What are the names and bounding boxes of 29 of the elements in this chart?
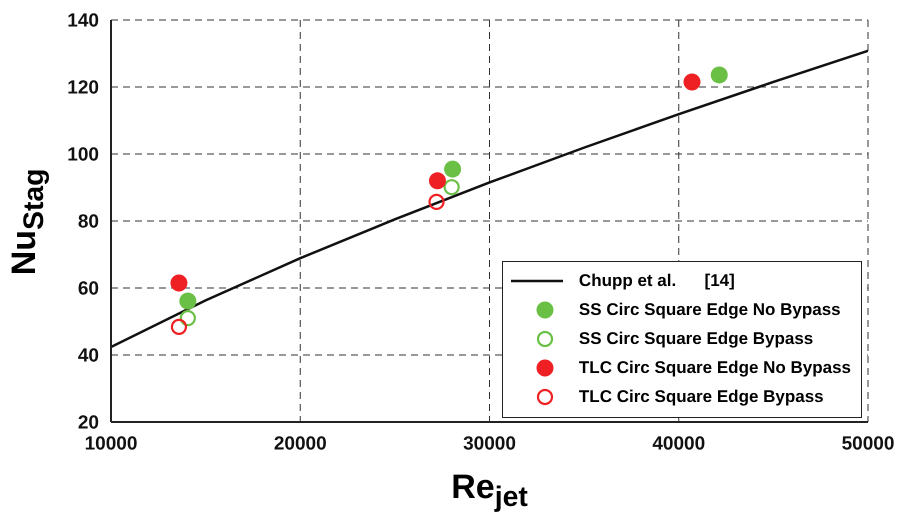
point bbox=[170, 318, 188, 335]
point bbox=[444, 160, 462, 178]
point bbox=[179, 292, 196, 310]
point bbox=[444, 179, 460, 196]
x-tick-label: 40000 bbox=[652, 433, 706, 454]
line-series bbox=[111, 50, 868, 348]
y-tick-label: 20 bbox=[78, 412, 99, 434]
point bbox=[170, 274, 188, 292]
point bbox=[683, 73, 700, 90]
y-tick-label: 40 bbox=[78, 346, 99, 367]
legend-label: TLC Circ Square Edge Bypass bbox=[578, 386, 824, 406]
x-tick-label: 10000 bbox=[84, 433, 138, 454]
legend-label: SS Circ Square Edge No Bypass bbox=[578, 300, 841, 320]
y-tick-label: 140 bbox=[67, 10, 99, 32]
legend-label: TLC Circ Square Edge No Bypass bbox=[578, 358, 851, 378]
point bbox=[180, 310, 196, 326]
y-tick-label: 80 bbox=[78, 212, 99, 233]
y-tick-label: 60 bbox=[78, 278, 99, 300]
y-tick-label: 120 bbox=[67, 78, 99, 99]
x-tick-label: 30000 bbox=[463, 433, 516, 454]
x-tick-label: 20000 bbox=[274, 433, 327, 454]
legend-label: SS Circ Square Edge Bypass bbox=[578, 328, 814, 348]
point bbox=[710, 66, 728, 84]
point bbox=[428, 172, 446, 190]
legend-label: Chupp et al. [14] bbox=[578, 270, 735, 290]
x-axis-title: Re$_{jet}$ bbox=[450, 468, 529, 514]
x-tick-label: 50000 bbox=[842, 433, 894, 454]
y-tick-label: 100 bbox=[67, 144, 99, 166]
point bbox=[428, 194, 445, 210]
